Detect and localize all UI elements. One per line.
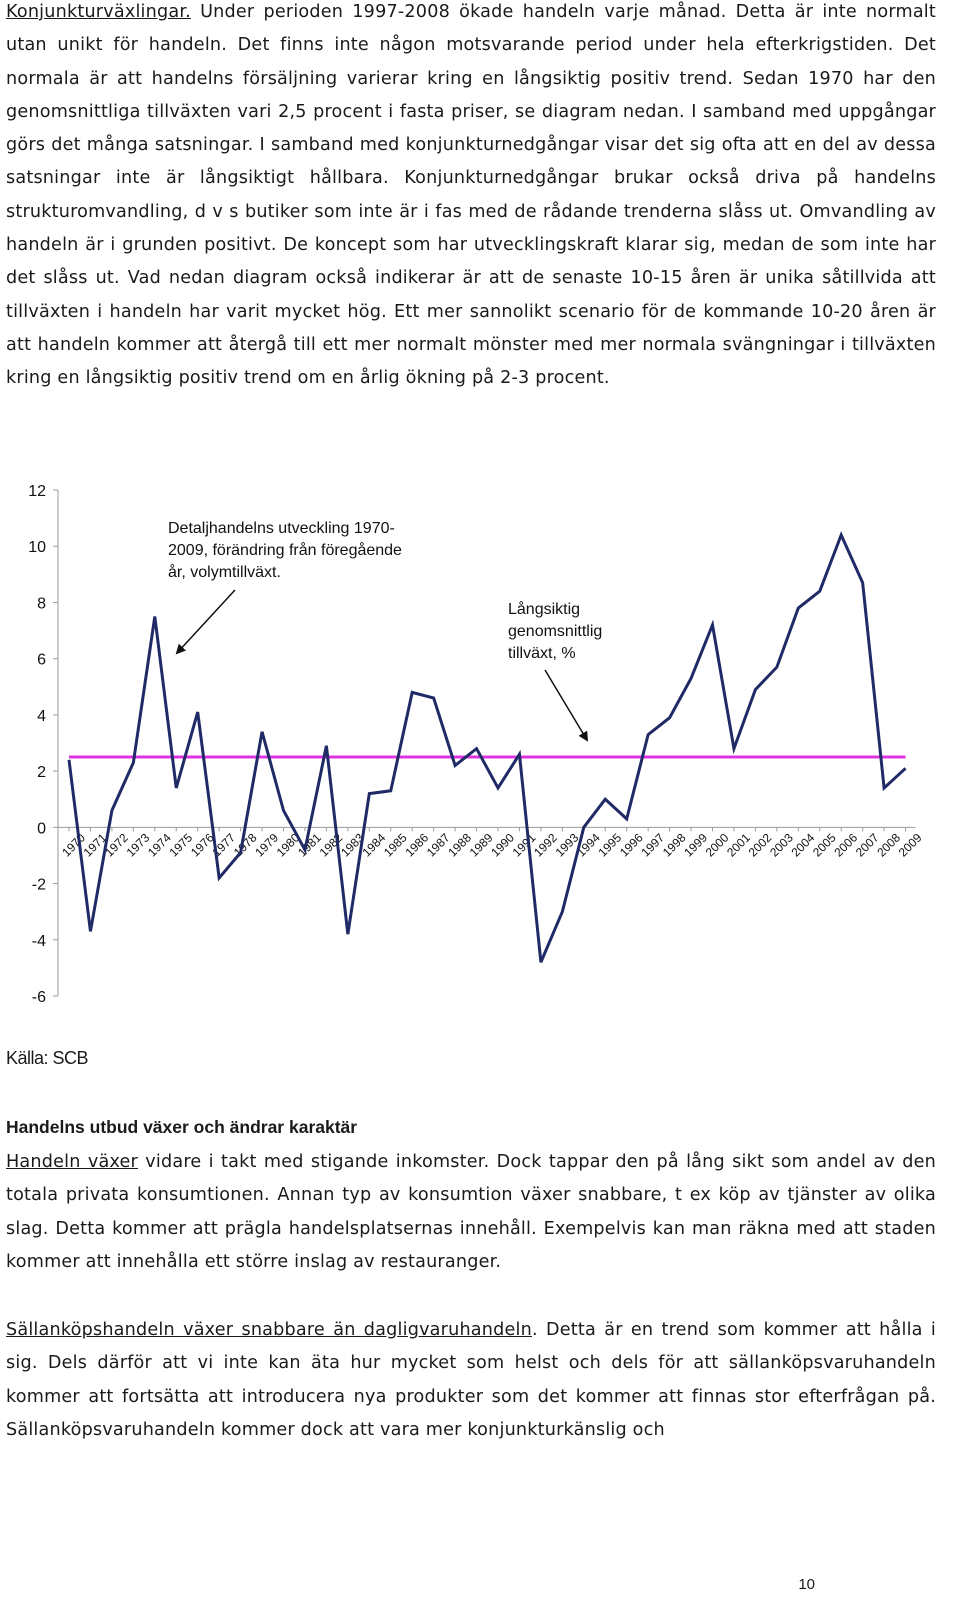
annotation-2-line: genomsnittlig — [508, 623, 602, 640]
series-line-layer — [67, 531, 907, 963]
chart-source: Källa: SCB — [6, 1048, 89, 1068]
paragraph-sallankop: Sällanköpshandeln växer snabbare än dagl… — [6, 1314, 936, 1447]
y-tick-label: 2 — [37, 764, 46, 781]
y-tick-label: 10 — [28, 539, 46, 556]
annotation-layer: Detaljhandelns utveckling 1970- 2009, för… — [168, 520, 602, 742]
annotation-1-line: år, volymtillväxt. — [168, 563, 281, 581]
para2-text: vidare i takt med stigande inkomster. Do… — [6, 1152, 936, 1272]
para3-underlined-lead: Sällanköpshandeln växer snabbare än dagl… — [6, 1320, 532, 1340]
intro-text: Under perioden 1997-2008 ökade handeln v… — [6, 2, 936, 389]
y-tick-label: 4 — [37, 708, 46, 725]
growth-line-chart: 12 10 8 6 4 2 0 -2 -4 -6 197019711972197319741975… — [28, 483, 925, 1006]
paragraph-handeln-vaxer: Handeln växer vidare i takt med stigande… — [6, 1146, 936, 1279]
para2-underlined-lead: Handeln växer — [6, 1152, 138, 1172]
annotation-2-line: Långsiktig — [508, 600, 580, 618]
y-tick-label: 8 — [37, 595, 46, 612]
growth-series-line — [67, 531, 907, 963]
x-axis: 1970197119721973197419751976197719781979… — [58, 826, 925, 859]
annotation-2-line: tillväxt, % — [508, 645, 576, 662]
annotation-1-line: 2009, förändring från föregående — [168, 541, 402, 559]
intro-paragraph: Konjunkturväxlingar. Under perioden 1997… — [6, 0, 936, 396]
y-tick-label: 6 — [37, 652, 46, 669]
y-axis: 12 10 8 6 4 2 0 -2 -4 -6 — [28, 483, 59, 1006]
annotation-1-line: Detaljhandelns utveckling 1970- — [168, 520, 395, 537]
section-heading: Handelns utbud växer och ändrar karaktär — [6, 1117, 358, 1137]
y-tick-label: -6 — [32, 989, 46, 1006]
y-tick-label: -2 — [32, 877, 46, 894]
para3-text: . Detta är en trend som kommer att hålla… — [6, 1320, 937, 1440]
annotation-2-arrow — [544, 669, 589, 742]
y-tick-label: -4 — [32, 933, 46, 950]
intro-underlined-lead: Konjunkturväxlingar. — [6, 2, 191, 22]
annotation-1-arrow — [175, 589, 236, 655]
y-tick-label: 12 — [28, 483, 46, 500]
y-tick-label: 0 — [37, 820, 46, 837]
x-tick-label: 2009 — [896, 830, 925, 859]
page-number: 10 — [798, 1576, 815, 1593]
